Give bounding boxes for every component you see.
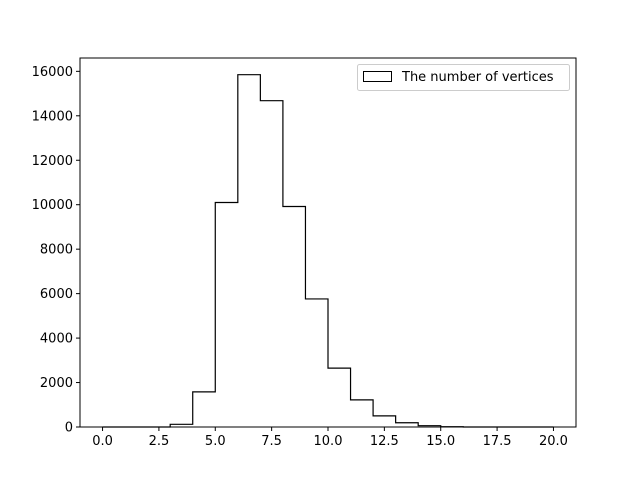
histogram-bin bbox=[193, 392, 216, 427]
y-tick-label: 6000 bbox=[40, 287, 73, 302]
histogram-bin bbox=[215, 202, 238, 427]
y-axis: 0 2000 4000 6000 8000 10000 12000 14000 16000 bbox=[32, 65, 80, 436]
y-tick-label: 4000 bbox=[40, 332, 73, 347]
y-tick-label: 12000 bbox=[32, 154, 73, 169]
x-tick-label: 5.0 bbox=[205, 434, 226, 449]
legend: The number of vertices bbox=[357, 64, 570, 91]
legend-entry-label: The number of vertices bbox=[401, 70, 554, 85]
x-axis: 0.0 2.5 5.0 7.5 10.0 12.5 15.0 17.5 20.0 bbox=[92, 427, 568, 449]
x-tick-label: 10.0 bbox=[314, 434, 343, 449]
legend-box bbox=[357, 64, 570, 91]
histogram-bin bbox=[260, 101, 283, 427]
y-tick-label: 8000 bbox=[40, 243, 73, 258]
histogram-bin bbox=[305, 299, 328, 427]
x-tick-label: 17.5 bbox=[483, 434, 512, 449]
histogram-bin bbox=[328, 368, 351, 427]
y-tick-label: 14000 bbox=[32, 109, 73, 124]
x-tick-label: 0.0 bbox=[92, 434, 113, 449]
x-tick-label: 2.5 bbox=[149, 434, 170, 449]
y-tick-label: 0 bbox=[65, 421, 73, 436]
histogram-bin bbox=[373, 416, 396, 427]
x-tick-label: 20.0 bbox=[539, 434, 568, 449]
y-tick-label: 10000 bbox=[32, 198, 73, 213]
y-tick-label: 16000 bbox=[32, 65, 73, 80]
y-tick-label: 2000 bbox=[40, 376, 73, 391]
x-tick-label: 12.5 bbox=[370, 434, 399, 449]
histogram-bin bbox=[238, 75, 261, 427]
histogram-bin bbox=[351, 400, 374, 427]
x-tick-label: 15.0 bbox=[426, 434, 455, 449]
histogram-bin bbox=[283, 206, 306, 427]
legend-swatch bbox=[363, 71, 392, 82]
histogram-bin bbox=[396, 423, 419, 427]
x-tick-label: 7.5 bbox=[261, 434, 282, 449]
